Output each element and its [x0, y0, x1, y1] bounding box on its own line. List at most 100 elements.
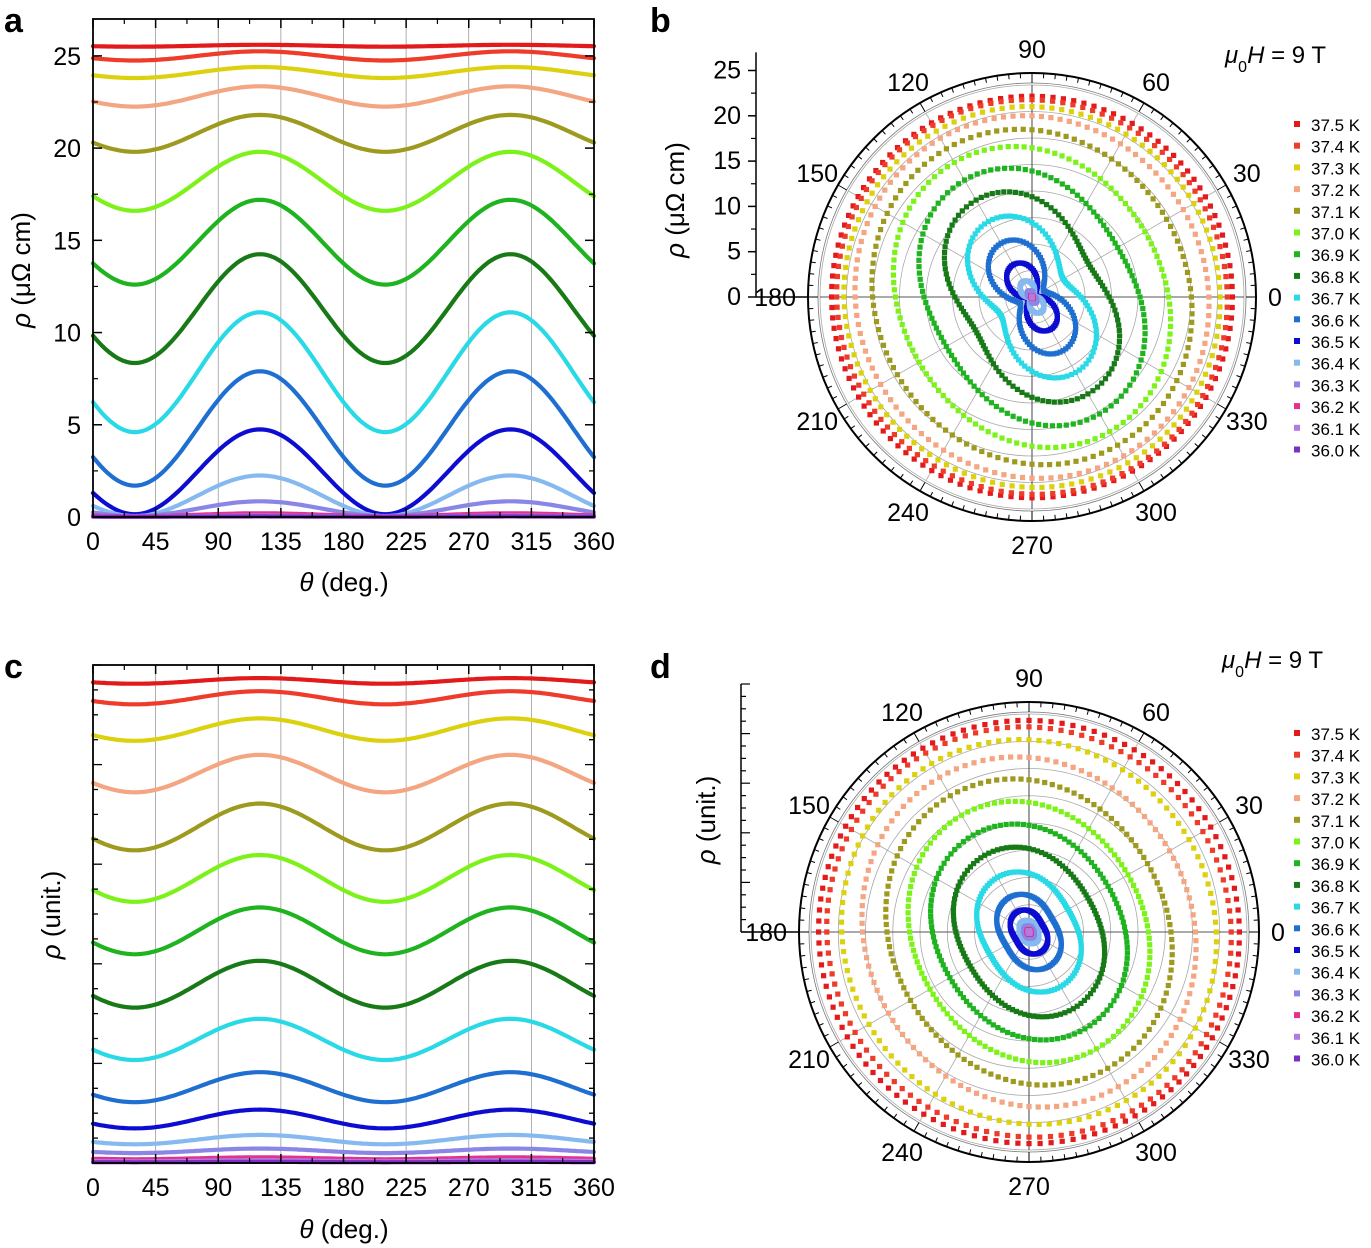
polar-point — [1159, 266, 1165, 272]
polar-point — [1110, 892, 1116, 898]
polar-point — [875, 842, 881, 848]
polar-point — [1050, 494, 1056, 500]
polar-point — [1142, 449, 1148, 455]
polar-point — [951, 141, 957, 148]
angle-label-60: 60 — [1142, 699, 1170, 727]
polar-point — [1115, 1084, 1121, 1090]
polar-point — [928, 908, 934, 914]
x-tick-label-270: 270 — [448, 528, 490, 556]
polar-angle-tick — [814, 1012, 820, 1015]
polar-point — [1073, 877, 1079, 883]
polar-point — [911, 1105, 918, 1111]
polar-point — [1051, 351, 1057, 357]
polar-point — [1048, 1140, 1054, 1146]
polar-point — [916, 264, 922, 270]
polar-point — [1078, 479, 1085, 485]
polar-point — [911, 871, 917, 877]
polar-point — [1099, 739, 1105, 745]
polar-point — [841, 344, 847, 350]
polar-point — [1224, 294, 1230, 300]
polar-point — [985, 802, 991, 808]
polar-point — [1197, 403, 1203, 409]
polar-point — [945, 233, 951, 239]
polar-point — [945, 398, 951, 404]
polar-point — [925, 218, 931, 224]
polar-point — [1204, 1031, 1210, 1038]
legend-label-36-2-K: 36.2 K — [1311, 398, 1361, 417]
polar-point — [871, 1030, 877, 1036]
polar-point — [1224, 304, 1230, 310]
polar-angle-tick — [909, 108, 914, 114]
radial-tick-label-0: 0 — [727, 283, 741, 311]
polar-point — [925, 305, 931, 311]
polar-point — [1035, 170, 1042, 176]
polar-point — [947, 227, 953, 233]
polar-point — [953, 1119, 959, 1125]
polar-angle-tick — [1246, 989, 1252, 993]
legend-label-37-0-K: 37.0 K — [1311, 225, 1361, 244]
polar-point — [1124, 950, 1130, 956]
polar-point — [999, 435, 1005, 441]
polar-point — [998, 214, 1004, 220]
polar-point — [1021, 333, 1027, 339]
polar-point — [1021, 442, 1027, 448]
polar-point — [888, 1053, 894, 1059]
polar-point — [1112, 1123, 1118, 1129]
polar-point — [933, 442, 939, 448]
polar-point — [816, 940, 822, 946]
polar-point — [1205, 838, 1211, 844]
polar-point — [1184, 269, 1191, 275]
polar-point — [887, 436, 893, 442]
polar-angle-tick — [801, 895, 807, 898]
polar-point — [883, 921, 889, 928]
polar-point — [1090, 1072, 1096, 1079]
polar-point — [1214, 1025, 1221, 1031]
polar-point — [875, 169, 881, 176]
polar-point — [1093, 340, 1099, 346]
legend-swatch-37-4-K — [1294, 142, 1300, 149]
polar-point — [1114, 900, 1120, 907]
polar-point — [933, 1032, 939, 1038]
polar-point — [967, 963, 973, 969]
polar-point — [1026, 1036, 1032, 1042]
polar-point — [974, 909, 980, 915]
polar-series-37-3-K — [838, 737, 1220, 1127]
polar-point — [932, 939, 938, 945]
polar-angle-tick — [803, 883, 810, 886]
polar-point — [891, 1079, 897, 1085]
polar-angle-tick — [837, 184, 847, 191]
polar-point — [1029, 475, 1035, 481]
polar-point — [940, 962, 946, 968]
polar-point — [906, 890, 913, 896]
polar-angle-tick — [810, 261, 816, 264]
polar-point — [1198, 249, 1204, 255]
polar-point — [870, 1055, 876, 1061]
polar-point — [894, 853, 900, 859]
angle-label-210: 210 — [788, 1046, 830, 1074]
polar-point — [895, 443, 901, 449]
polar-point — [839, 939, 845, 945]
polar-point — [978, 194, 984, 200]
polar-point — [1078, 940, 1084, 946]
polar-point — [890, 272, 896, 278]
polar-point — [1094, 776, 1100, 782]
polar-point — [1026, 717, 1032, 723]
polar-point — [818, 962, 825, 968]
polar-point — [1180, 207, 1186, 213]
polar-point — [1212, 376, 1218, 382]
polar-point — [844, 323, 850, 329]
polar-point — [1050, 94, 1056, 100]
polar-point — [1176, 1051, 1182, 1057]
polar-point — [952, 736, 958, 742]
polar-point — [916, 1051, 922, 1057]
polar-point — [1136, 893, 1142, 899]
polar-point — [944, 1042, 950, 1049]
polar-point — [1223, 274, 1229, 280]
polar-point — [929, 892, 935, 898]
polar-point — [1125, 460, 1131, 466]
legend-swatch-37-1-K — [1294, 207, 1300, 214]
polar-point — [910, 1044, 917, 1051]
polar-point — [848, 814, 854, 820]
polar-point — [1148, 1080, 1154, 1086]
polar-point — [830, 273, 836, 279]
